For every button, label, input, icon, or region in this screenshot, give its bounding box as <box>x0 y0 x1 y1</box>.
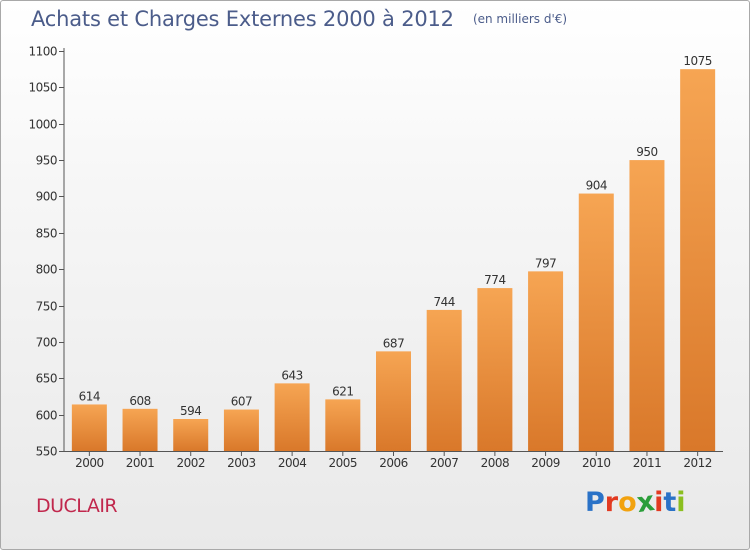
y-tick-label: 650 <box>36 372 57 386</box>
chart-subtitle: (en milliers d'€) <box>472 12 568 26</box>
x-tick-label: 2000 <box>75 456 104 470</box>
logo-letter: r <box>604 487 619 518</box>
logo-letter: x <box>634 485 657 520</box>
bar-value-label: 687 <box>383 336 404 350</box>
x-tick-label: 2006 <box>379 456 408 470</box>
y-tick-label: 550 <box>36 445 57 459</box>
chart-title: Achats et Charges Externes 2000 à 2012 <box>31 7 454 31</box>
bar <box>426 309 462 451</box>
bar <box>223 409 259 451</box>
bar-value-label: 607 <box>231 395 252 409</box>
x-axis: 2000 2001 2002 2003 2004 2005 2006 2007 2008 2009… <box>64 451 723 470</box>
x-tick-label: 2007 <box>430 456 459 470</box>
bar <box>629 160 665 451</box>
logo-letter: i <box>654 487 664 518</box>
proxiti-logo: Proxiti <box>585 485 686 520</box>
commune-name: DUCLAIR <box>36 495 118 517</box>
y-tick-label: 800 <box>36 263 57 277</box>
y-tick-label: 1050 <box>28 81 57 95</box>
x-tick-label: 2001 <box>126 456 155 470</box>
y-tick-label: 750 <box>36 300 57 314</box>
bar-value-label: 614 <box>79 389 100 403</box>
logo-letter: P <box>585 487 605 518</box>
x-tick-label: 2010 <box>582 456 611 470</box>
x-tick-label: 2005 <box>329 456 358 470</box>
bar <box>274 383 310 451</box>
x-tick-label: 2012 <box>683 456 712 470</box>
bar-value-label: 621 <box>332 384 353 398</box>
bar-value-label: 608 <box>129 394 150 408</box>
x-tick-label: 2003 <box>227 456 256 470</box>
y-tick-label: 850 <box>36 227 57 241</box>
bar <box>325 399 361 451</box>
x-tick-label: 2004 <box>278 456 307 470</box>
x-tick-label: 2008 <box>481 456 510 470</box>
data-labels: 614 608 594 607 643 621 687 744 774 797 904 950 1075 <box>79 54 713 418</box>
logo-letter: t <box>663 487 677 518</box>
bar <box>122 408 158 451</box>
y-axis: 550 600 650 700 750 800 850 900 950 1000 1050 1100 <box>28 45 65 459</box>
logo-letter: i <box>676 487 686 518</box>
bar-value-label: 594 <box>180 404 201 418</box>
bar-value-label: 1075 <box>683 54 712 68</box>
chart-header: Achats et Charges Externes 2000 à 2012 (… <box>31 7 567 31</box>
bar <box>376 351 411 451</box>
y-tick-label: 950 <box>36 154 57 168</box>
bar <box>578 193 614 451</box>
bar-value-label: 797 <box>535 256 556 270</box>
x-tick-label: 2011 <box>633 456 662 470</box>
x-tick-label: 2009 <box>531 456 560 470</box>
y-tick-label: 700 <box>36 336 57 350</box>
y-tick-label: 1000 <box>28 118 57 132</box>
bar-value-label: 950 <box>636 145 657 159</box>
bar <box>680 69 716 451</box>
bar <box>71 404 107 451</box>
bar-value-label: 774 <box>484 273 505 287</box>
bars <box>71 69 716 451</box>
y-tick-label: 1100 <box>28 45 57 59</box>
x-tick-label: 2002 <box>176 456 205 470</box>
bar <box>173 419 209 451</box>
bar-value-label: 643 <box>281 368 302 382</box>
bar-value-label: 904 <box>586 179 607 193</box>
bar <box>528 271 564 451</box>
bar <box>477 288 513 451</box>
logo-letter: o <box>618 487 637 518</box>
bar-value-label: 744 <box>433 295 454 309</box>
y-tick-label: 900 <box>36 190 57 204</box>
y-tick-label: 600 <box>36 409 57 423</box>
